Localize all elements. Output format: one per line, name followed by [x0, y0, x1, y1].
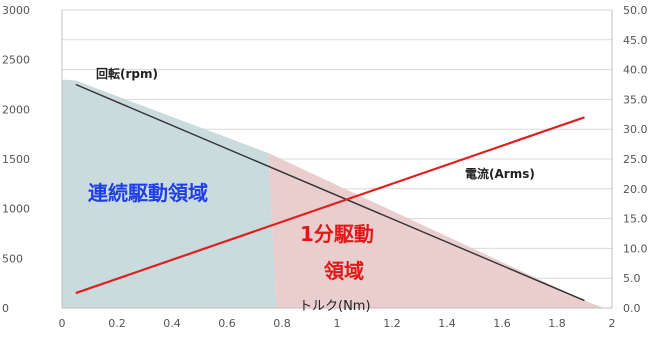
x-axis-label: トルク(Nm): [299, 299, 371, 314]
x-tick-label: 0.6: [218, 317, 236, 330]
y-right-tick-label: 25.0: [623, 153, 648, 166]
rpm-series-label: 回転(rpm): [96, 66, 158, 81]
chart-labels: 回転(rpm) 電流(Arms) 連続駆動領域 1分駆動 領域 トルク(Nm): [88, 66, 535, 314]
regions: [62, 79, 604, 309]
series-lines: [75, 83, 585, 302]
one-minute-region-label-line2: 領域: [324, 259, 364, 283]
x-tick-label: 1.8: [548, 317, 566, 330]
y-left-tick-label: 1000: [2, 203, 30, 216]
y-right-tick-label: 30.0: [623, 123, 648, 136]
x-tick-label: 0: [59, 317, 66, 330]
x-tick-label: 1.6: [493, 317, 511, 330]
y-right-tick-label: 45.0: [623, 34, 648, 47]
y-right-tick-label: 0.0: [623, 302, 641, 315]
continuous-region-label: 連続駆動領域: [88, 181, 208, 205]
one-minute-region: [268, 153, 604, 308]
y-left-tick-label: 2500: [2, 54, 30, 67]
y-right-tick-label: 10.0: [623, 242, 648, 255]
x-tick-label: 2: [609, 317, 616, 330]
y-right-tick-label: 40.0: [623, 64, 648, 77]
one-minute-region-label-line1: 1分駆動: [300, 222, 374, 246]
continuous-region: [62, 79, 277, 309]
current-series-label: 電流(Arms): [465, 166, 535, 181]
x-tick-label: 1: [334, 317, 341, 330]
current-series-line: [75, 116, 585, 295]
rpm-series-line: [75, 83, 585, 302]
y-right-tick-label: 35.0: [623, 93, 648, 106]
y-right-tick-label: 50.0: [623, 4, 648, 17]
y-left-tick-label: 2000: [2, 103, 30, 116]
x-tick-label: 1.2: [383, 317, 401, 330]
y-right-tick-label: 15.0: [623, 213, 648, 226]
x-tick-label: 0.4: [163, 317, 181, 330]
y-right-tick-label: 5.0: [623, 272, 641, 285]
axes: 0500100015002000250030000.05.010.015.020…: [2, 4, 648, 330]
y-left-tick-label: 0: [2, 302, 9, 315]
x-tick-label: 1.4: [438, 317, 456, 330]
y-left-tick-label: 1500: [2, 153, 30, 166]
x-tick-label: 0.2: [108, 317, 126, 330]
y-left-tick-label: 500: [2, 252, 23, 265]
y-right-tick-label: 20.0: [623, 183, 648, 196]
x-tick-label: 0.8: [273, 317, 291, 330]
y-left-tick-label: 3000: [2, 4, 30, 17]
